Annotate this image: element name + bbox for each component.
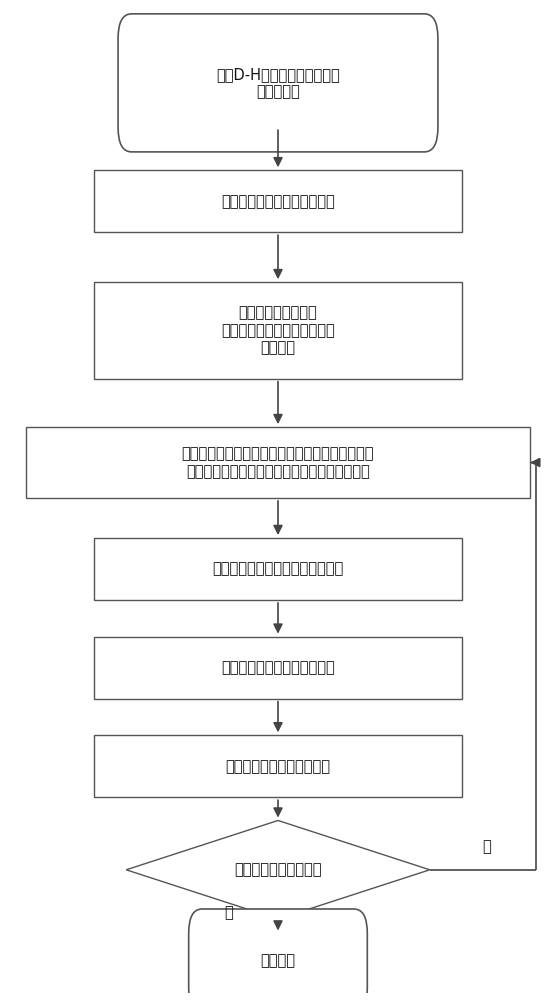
Text: 激光位移传感器依次照射在平面板上表面的多个位
置点上，记录关节变量的关节值和激光束的长度: 激光位移传感器依次照射在平面板上表面的多个位 置点上，记录关节变量的关节值和激光…	[182, 446, 374, 479]
Bar	[93, 637, 463, 699]
Text: 是: 是	[224, 905, 232, 920]
FancyBboxPatch shape	[118, 14, 438, 152]
Text: 基于末端点平面约束
建立工业机器人连杆参数误差
辨识模型: 基于末端点平面约束 建立工业机器人连杆参数误差 辨识模型	[221, 305, 335, 355]
Bar	[93, 282, 463, 379]
Polygon shape	[126, 820, 430, 919]
Text: 根据D-H法建立连杆坐标系和
工具坐标系: 根据D-H法建立连杆坐标系和 工具坐标系	[216, 67, 340, 99]
Bar	[26, 427, 530, 498]
Text: 标定完成: 标定完成	[261, 953, 295, 968]
FancyBboxPatch shape	[188, 909, 368, 1000]
Bar	[93, 735, 463, 797]
Text: 建立工业机器人末端位置模型: 建立工业机器人末端位置模型	[221, 194, 335, 209]
Text: 获取平面板上表面的初始平面方程: 获取平面板上表面的初始平面方程	[212, 562, 344, 577]
Text: 否: 否	[483, 840, 491, 855]
Text: 工业机器人连杆参数误差辨识: 工业机器人连杆参数误差辨识	[221, 660, 335, 675]
Text: 误差是否小于允许误差: 误差是否小于允许误差	[234, 862, 322, 877]
Text: 依次对待修正参数进行修正: 依次对待修正参数进行修正	[226, 759, 330, 774]
Bar	[93, 170, 463, 232]
Bar	[93, 538, 463, 600]
